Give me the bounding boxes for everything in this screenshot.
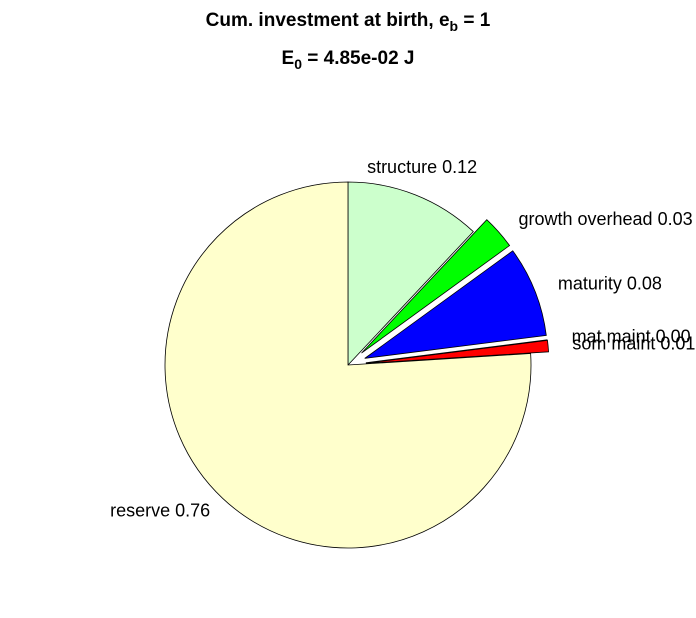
slice-name: mat maint	[572, 326, 651, 346]
slice-label: reserve 0.76	[110, 500, 210, 520]
slice-name: som maint	[572, 333, 655, 353]
chart-title: Cum. investment at birth, eb = 1	[206, 10, 491, 34]
chart-subtitle: E0 = 4.85e-02 J	[282, 48, 415, 72]
pie-slice	[347, 181, 474, 367]
slice-value: 0.76	[175, 500, 210, 520]
slice-label: growth overhead 0.03	[518, 209, 692, 229]
slice-name: growth overhead	[518, 209, 652, 229]
slice-label: som maint 0.01	[572, 333, 695, 353]
pie-slice	[365, 339, 549, 364]
slice-value: 0.03	[658, 209, 693, 229]
slice-value: 0.12	[442, 157, 477, 177]
slice-name: structure	[367, 157, 437, 177]
slice-name: reserve	[110, 500, 170, 520]
slice-label: mat maint 0.00	[572, 326, 691, 346]
slice-label: structure 0.12	[367, 157, 477, 177]
pie-slice	[364, 250, 547, 359]
slice-value: 0.08	[627, 273, 662, 293]
slice-value: 0.01	[660, 333, 695, 353]
slice-value: 0.00	[656, 326, 691, 346]
pie-slice	[365, 339, 548, 364]
pie-slice	[164, 181, 532, 549]
slice-label: maturity 0.08	[558, 273, 662, 293]
slice-name: maturity	[558, 273, 622, 293]
pie-slice	[361, 219, 511, 354]
